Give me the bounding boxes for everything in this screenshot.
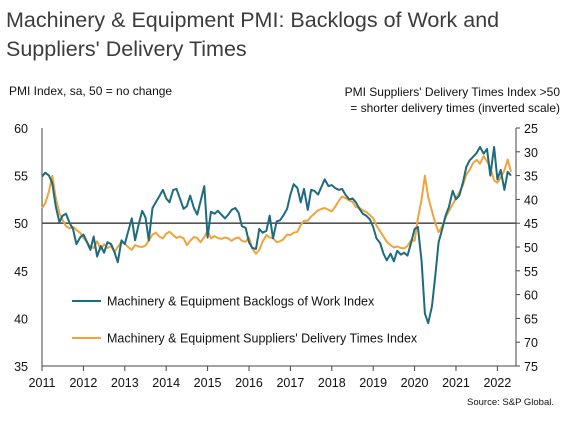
- y-tick-left-label: 50: [14, 217, 28, 231]
- x-tick-label: 2014: [152, 376, 180, 390]
- x-tick-label: 2012: [69, 376, 97, 390]
- x-tick-label: 2015: [194, 376, 222, 390]
- x-tick-label: 2021: [442, 376, 470, 390]
- y-tick-right-label: 35: [524, 170, 538, 184]
- ticks-layer: 35 40 45 50 55 60 25 30 35 40 45 50 55 60 65 70 75 2011 20…: [14, 122, 538, 390]
- legend-label-backlogs: Machinery & Equipment Backlogs of Work I…: [107, 295, 375, 309]
- series-line-backlogs: [41, 146, 512, 325]
- right-axis-label: PMI Suppliers' Delivery Times Index >50 …: [260, 84, 560, 116]
- x-tick-label: 2019: [359, 376, 387, 390]
- x-tick-label: 2017: [276, 376, 304, 390]
- legend-label-delivery-times: Machinery & Equipment Suppliers' Deliver…: [107, 332, 418, 346]
- y-tick-right-label: 60: [524, 289, 538, 303]
- y-tick-right-label: 55: [524, 265, 538, 279]
- series-layer: [41, 146, 512, 325]
- y-tick-right-label: 45: [524, 217, 538, 231]
- legend: Machinery & Equipment Backlogs of Work I…: [72, 295, 418, 346]
- left-axis-label: PMI Index, sa, 50 = no change: [9, 84, 173, 98]
- y-tick-left-label: 40: [14, 312, 28, 326]
- y-tick-right-label: 40: [524, 193, 538, 207]
- x-tick-label: 2016: [235, 376, 263, 390]
- x-tick-label: 2013: [111, 376, 139, 390]
- x-tick-label: 2020: [401, 376, 429, 390]
- right-axis-label-line2: = shorter delivery times (inverted scale…: [350, 101, 560, 115]
- y-tick-right-label: 50: [524, 241, 538, 255]
- y-tick-left-label: 45: [14, 265, 28, 279]
- x-tick-label: 2011: [29, 376, 56, 390]
- x-tick-label: 2018: [318, 376, 346, 390]
- y-tick-right-label: 25: [524, 122, 538, 136]
- y-tick-right-label: 30: [524, 146, 538, 160]
- y-tick-left-label: 35: [14, 360, 28, 374]
- y-tick-right-label: 65: [524, 312, 538, 326]
- y-tick-left-label: 60: [14, 122, 28, 136]
- x-tick-label: 2022: [483, 376, 511, 390]
- y-tick-right-label: 75: [524, 360, 538, 374]
- right-axis-label-line1: PMI Suppliers' Delivery Times Index >50: [344, 85, 560, 99]
- y-tick-left-label: 55: [14, 170, 28, 184]
- chart-title: Machinery & Equipment PMI: Backlogs of W…: [6, 8, 500, 61]
- series-line-delivery-times: [41, 155, 512, 255]
- y-tick-right-label: 70: [524, 336, 538, 350]
- source-note: Source: S&P Global.: [467, 397, 554, 408]
